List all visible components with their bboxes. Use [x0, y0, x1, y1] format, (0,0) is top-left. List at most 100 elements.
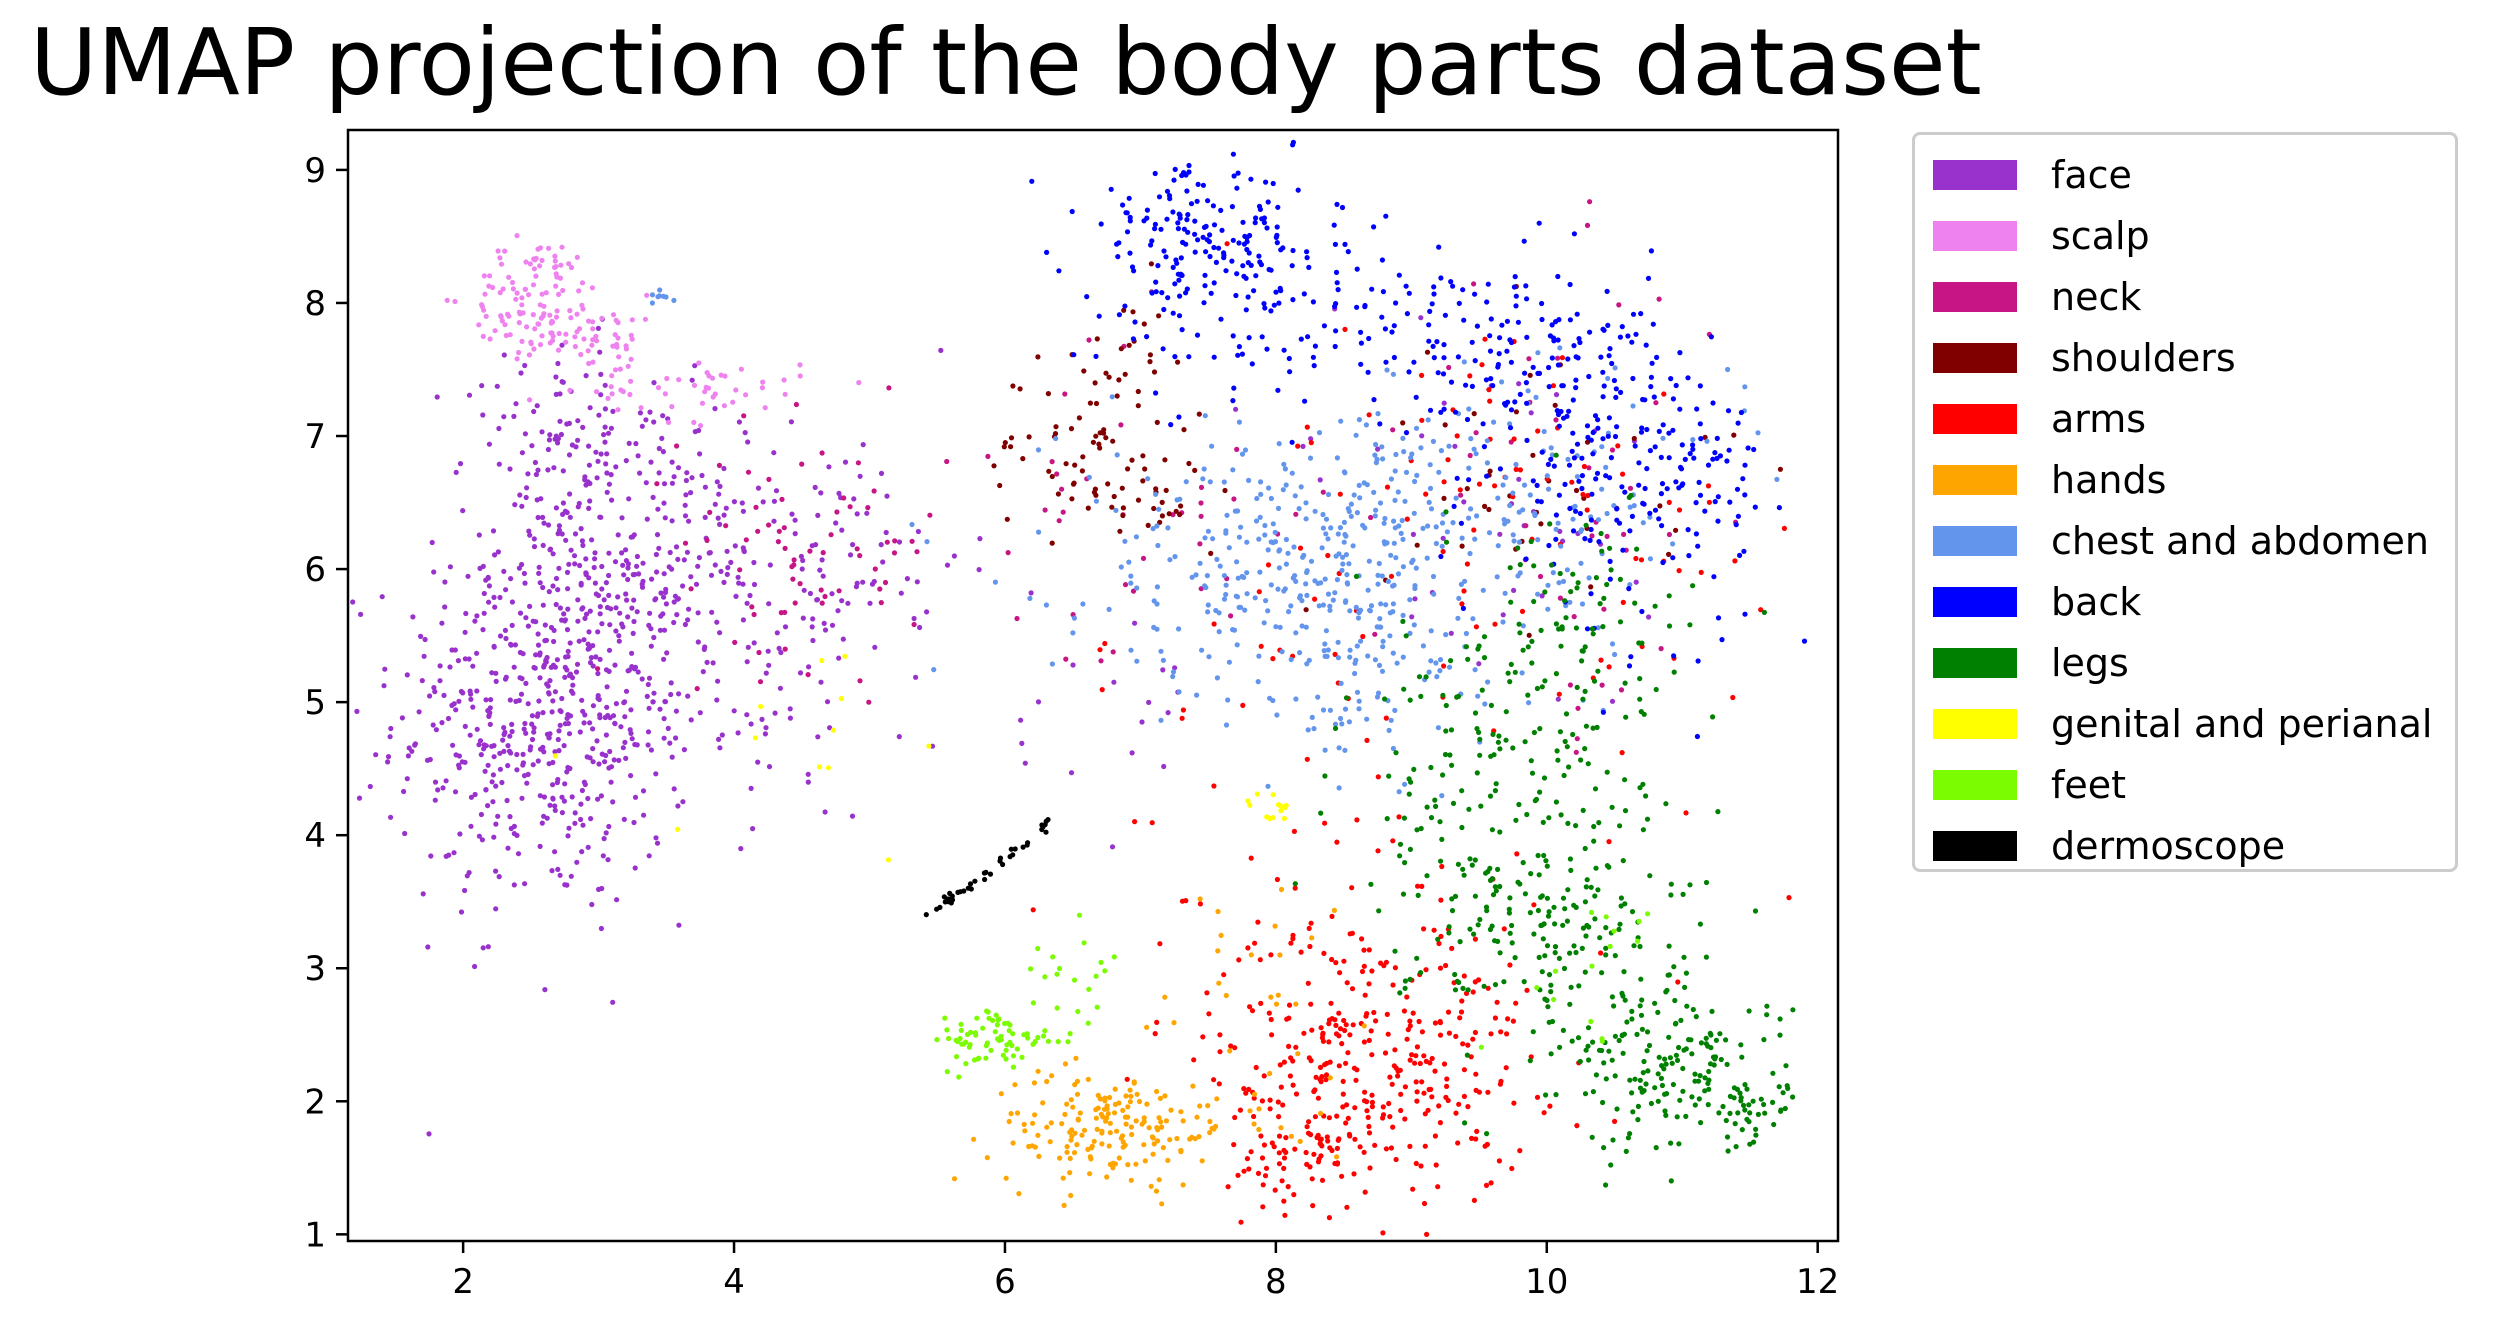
- point-shoulders-48: [1119, 485, 1125, 491]
- point-chest-and-abdomen-86: [1412, 478, 1418, 485]
- point-face-81: [632, 794, 639, 800]
- point-face-6: [437, 663, 443, 669]
- point-back-24: [1202, 283, 1208, 289]
- point-arms-257: [1336, 1033, 1342, 1039]
- point-legs-428: [1386, 773, 1392, 779]
- point-legs-231: [1713, 1037, 1719, 1043]
- point-legs-199: [1747, 1141, 1753, 1147]
- point-legs-434: [1384, 816, 1390, 822]
- point-face-706: [604, 489, 610, 495]
- point-feet-66: [995, 1017, 1001, 1023]
- point-face-290: [468, 696, 474, 702]
- point-face-632: [742, 430, 748, 436]
- point-face-879: [767, 562, 773, 568]
- point-back-70: [1164, 216, 1170, 222]
- point-face-813: [637, 410, 644, 416]
- point-neck-121: [1656, 296, 1662, 302]
- point-legs-188: [1495, 938, 1501, 945]
- point-hands-65: [1031, 1080, 1037, 1086]
- point-legs-541: [1517, 562, 1523, 568]
- point-face-970: [731, 708, 737, 714]
- point-face-915: [774, 630, 780, 636]
- point-legs-474: [1467, 926, 1473, 932]
- point-feet-85: [1056, 965, 1063, 972]
- point-back-538: [1686, 553, 1692, 559]
- point-hands-87: [1116, 1100, 1122, 1106]
- point-face-516: [563, 654, 569, 660]
- point-arms-123: [1392, 1047, 1398, 1053]
- point-neck-103: [1228, 613, 1234, 619]
- point-arms-271: [1290, 936, 1296, 942]
- point-arms-508: [1419, 372, 1425, 378]
- point-neck-7: [854, 546, 860, 552]
- point-hands-85: [1128, 1177, 1134, 1183]
- point-hands-134: [1088, 1156, 1094, 1162]
- point-back-55: [1281, 347, 1287, 353]
- y-tick-label: 2: [304, 1082, 326, 1122]
- point-chest-and-abdomen-226: [1288, 603, 1294, 609]
- point-legs-266: [1706, 1068, 1712, 1075]
- point-arms-443: [1661, 391, 1667, 397]
- point-face-463: [578, 801, 584, 807]
- point-neck-65: [766, 522, 772, 528]
- point-face-1037: [1553, 392, 1560, 398]
- point-back-138: [1194, 332, 1201, 338]
- point-face-226: [561, 798, 568, 804]
- point-legs-14: [1690, 1006, 1696, 1013]
- point-arms-16: [1281, 1155, 1288, 1161]
- point-neck-35: [704, 537, 710, 544]
- point-back-194: [1251, 288, 1257, 294]
- point-face-23: [404, 672, 410, 678]
- point-face-589: [744, 600, 750, 606]
- point-shoulders-125: [1538, 521, 1544, 527]
- point-arms-309: [1326, 1039, 1332, 1045]
- point-arms-49: [1323, 1072, 1330, 1078]
- point-face-104: [623, 755, 629, 762]
- point-chest-and-abdomen-129: [1373, 441, 1379, 448]
- point-chest-and-abdomen-405: [1400, 564, 1406, 570]
- point-face-268: [523, 730, 529, 736]
- point-legs-571: [1488, 753, 1494, 759]
- point-legs-426: [1440, 692, 1446, 698]
- point-shoulders-97: [1151, 369, 1158, 375]
- point-legs-76: [1568, 867, 1574, 874]
- point-legs-339: [1723, 1117, 1729, 1124]
- point-scalp-121: [528, 339, 534, 345]
- point-arms-84: [1341, 1017, 1347, 1024]
- point-legs-564: [1547, 521, 1553, 527]
- point-hands-129: [1131, 1080, 1137, 1086]
- point-face-103: [590, 746, 596, 752]
- point-arms-157: [1367, 1165, 1373, 1171]
- point-legs-388: [1428, 815, 1435, 821]
- point-arms-279: [1414, 1089, 1420, 1095]
- point-face-190: [577, 729, 583, 735]
- point-back-367: [1606, 353, 1612, 359]
- point-chest-and-abdomen-232: [1340, 561, 1346, 567]
- point-legs-109: [1592, 916, 1598, 922]
- point-back-441: [1511, 284, 1517, 290]
- point-arms-164: [1445, 1009, 1452, 1015]
- point-arms-265: [1359, 968, 1366, 975]
- point-face-317: [440, 785, 446, 791]
- point-back-216: [1261, 301, 1267, 307]
- point-chest-and-abdomen-411: [1337, 715, 1344, 722]
- point-face-121: [433, 727, 439, 733]
- point-legs-476: [1490, 731, 1496, 738]
- point-neck-6: [797, 581, 803, 587]
- point-chest-and-abdomen-557: [663, 294, 669, 300]
- point-scalp-41: [495, 248, 501, 254]
- point-scalp-109: [516, 309, 523, 315]
- point-arms-226: [1395, 1073, 1401, 1079]
- point-legs-238: [1782, 1105, 1788, 1112]
- point-shoulders-114: [1471, 411, 1477, 417]
- point-face-332: [385, 759, 391, 765]
- point-back-519: [1484, 473, 1490, 479]
- point-chest-and-abdomen-400: [1366, 558, 1372, 564]
- point-scalp-105: [590, 326, 596, 332]
- point-scalp-50: [535, 246, 541, 252]
- point-chest-and-abdomen-79: [1291, 544, 1297, 550]
- point-hands-7: [1069, 1133, 1075, 1139]
- point-arms-513: [1676, 507, 1683, 513]
- point-arms-345: [1324, 1134, 1330, 1140]
- point-face-585: [519, 561, 525, 568]
